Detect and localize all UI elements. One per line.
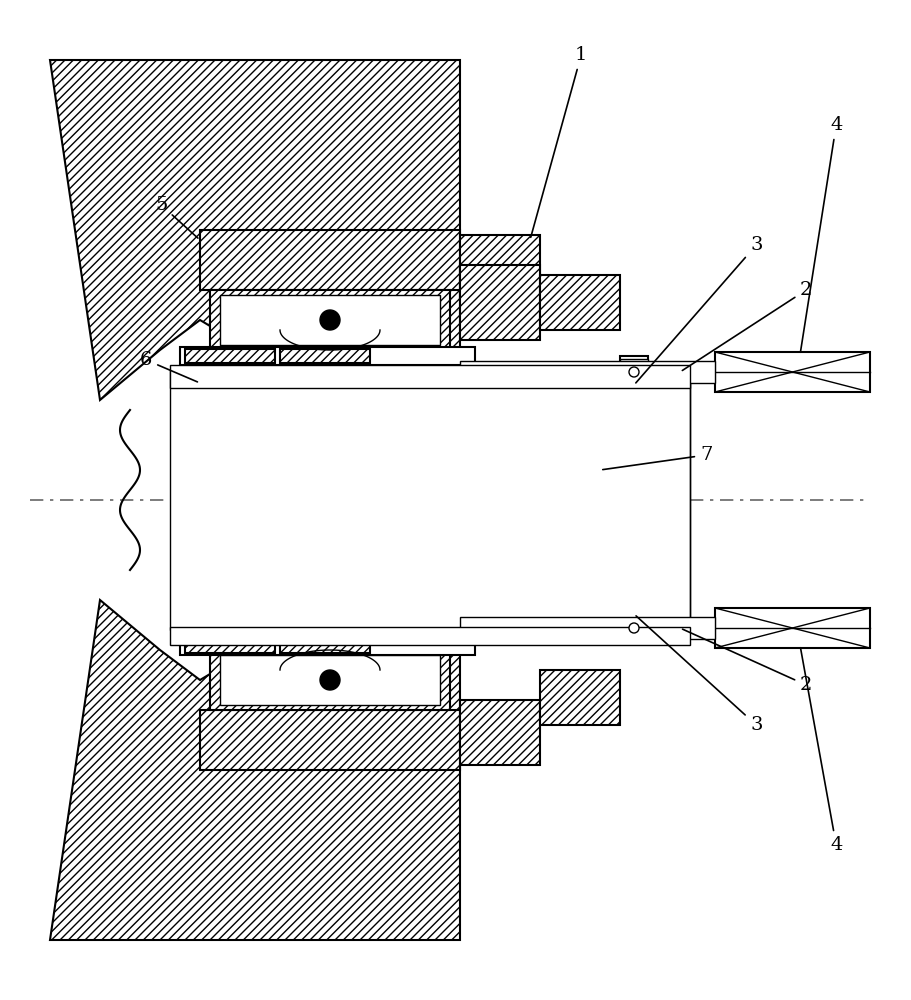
Bar: [170, 365, 690, 388]
Bar: [620, 612, 648, 644]
Polygon shape: [50, 600, 460, 940]
Bar: [460, 361, 715, 383]
Bar: [620, 615, 648, 641]
Bar: [280, 639, 370, 653]
Bar: [460, 700, 540, 765]
Text: 5: 5: [155, 196, 198, 238]
Bar: [180, 637, 475, 655]
Circle shape: [320, 310, 340, 330]
Text: 4: 4: [801, 648, 843, 854]
Text: 4: 4: [801, 116, 843, 352]
Bar: [185, 349, 275, 363]
Text: 1: 1: [531, 46, 588, 237]
Bar: [540, 670, 620, 725]
Bar: [460, 265, 540, 340]
Text: 3: 3: [636, 236, 763, 383]
Bar: [540, 275, 620, 330]
Bar: [620, 359, 648, 385]
Circle shape: [629, 623, 639, 633]
Text: 6: 6: [140, 351, 198, 382]
Bar: [210, 650, 450, 710]
Bar: [185, 639, 275, 653]
Bar: [170, 370, 690, 630]
Bar: [180, 347, 475, 365]
Bar: [200, 710, 460, 770]
Text: 3: 3: [636, 616, 763, 734]
Bar: [280, 349, 370, 363]
Text: 2: 2: [682, 281, 813, 370]
Bar: [715, 352, 870, 392]
Polygon shape: [50, 60, 460, 400]
Bar: [220, 295, 440, 345]
Bar: [460, 617, 715, 639]
Bar: [200, 230, 460, 290]
Circle shape: [320, 670, 340, 690]
Text: 7: 7: [603, 446, 712, 470]
Bar: [220, 655, 440, 705]
Bar: [460, 235, 540, 300]
Bar: [210, 290, 450, 350]
Circle shape: [629, 367, 639, 377]
Bar: [170, 627, 690, 645]
Bar: [715, 608, 870, 648]
Text: 2: 2: [682, 629, 813, 694]
Bar: [620, 356, 648, 388]
